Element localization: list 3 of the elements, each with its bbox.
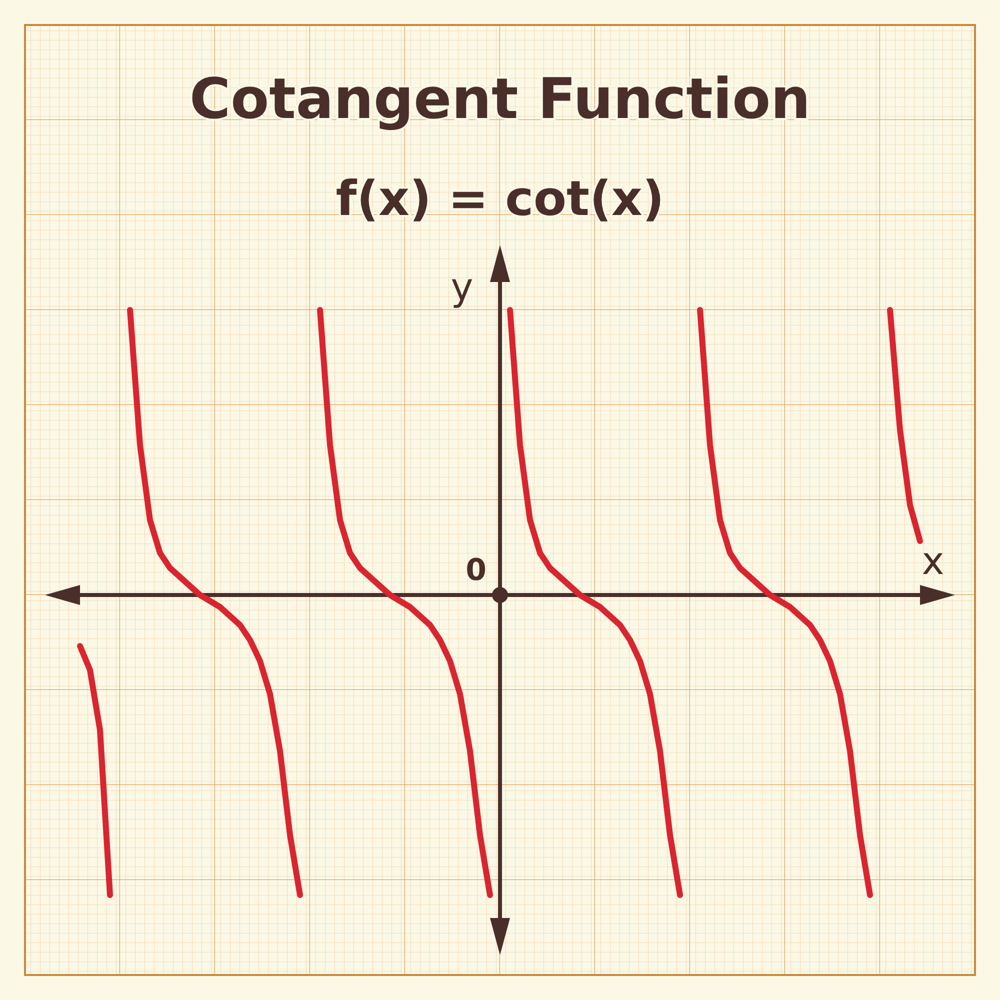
annotation: 0 bbox=[466, 553, 486, 588]
x-axis-title: x bbox=[922, 539, 944, 583]
y-axis-title: y bbox=[450, 265, 474, 309]
